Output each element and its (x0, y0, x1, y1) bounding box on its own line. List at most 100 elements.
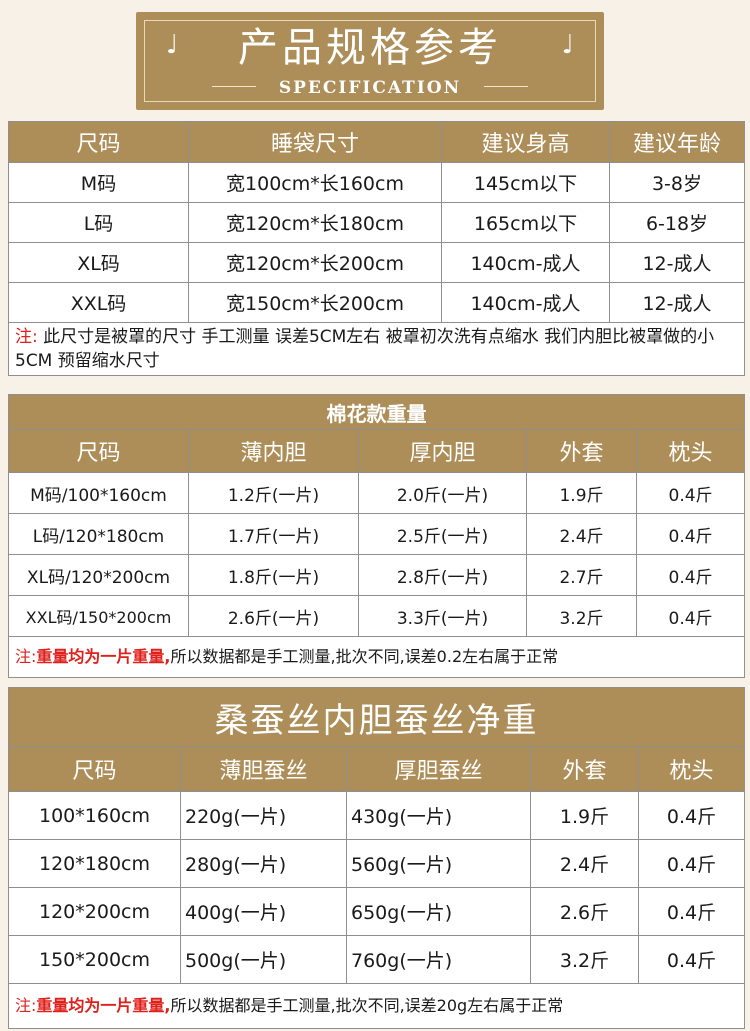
table-row: 150*200cm 500g(一片) 760g(一片) 3.2斤 0.4斤 (8, 935, 745, 984)
table-cell: 500g(一片) (180, 935, 347, 984)
table-cell: 宽100cm*长160cm (188, 162, 442, 203)
table-cell: 12-成人 (609, 282, 745, 323)
table-header-row: 尺码 睡袋尺寸 建议身高 建议年龄 (8, 121, 745, 163)
table-cell: 0.4斤 (638, 839, 745, 888)
table-cell: 3.2斤 (526, 595, 637, 637)
table-cell: M码/100*160cm (8, 472, 189, 514)
table-cell: 3.3斤(一片) (358, 595, 527, 637)
table-row: XXL码 宽150cm*长200cm 140cm-成人 12-成人 (8, 282, 745, 323)
table-cell: 165cm以下 (441, 202, 610, 243)
note-highlight: 重量均为一片重量, (36, 647, 171, 666)
table-cell: 0.4斤 (635, 513, 746, 555)
table-header-row: 尺码 薄内胆 厚内胆 外套 枕头 (8, 429, 746, 473)
table-row: 120*200cm 400g(一片) 650g(一片) 2.6斤 0.4斤 (8, 887, 745, 936)
table-caption: 桑蚕丝内胆蚕丝净重 (8, 687, 745, 747)
table-cell: 150*200cm (8, 935, 181, 984)
table-cell: 宽120cm*长180cm (188, 202, 442, 243)
table-cell: 宽120cm*长200cm (188, 242, 442, 283)
table-cell: XXL码 (8, 282, 189, 323)
header-cell: 枕头 (638, 746, 745, 792)
table-note: 注:重量均为一片重量,所以数据都是手工测量,批次不同,误差20g左右属于正常 (8, 983, 745, 1029)
note-text: 此尺寸是被罩的尺寸 手工测量 误差5CM左右 被罩初次洗有点缩水 我们内胆比被罩… (15, 327, 715, 371)
spec-banner: ♩ ♩ 产品规格参考 SPECIFICATION (136, 12, 604, 110)
table-cell: 0.4斤 (638, 791, 745, 840)
table-row: 100*160cm 220g(一片) 430g(一片) 1.9斤 0.4斤 (8, 791, 745, 840)
banner-subtitle: SPECIFICATION (278, 78, 462, 98)
table-cell: XL码 (8, 242, 189, 283)
table-caption: 棉花款重量 (7, 394, 746, 430)
table-cell: 0.4斤 (638, 935, 745, 984)
table-cell: 650g(一片) (346, 887, 531, 936)
header-cell: 厚胆蚕丝 (346, 746, 531, 792)
table-cell: 100*160cm (8, 791, 181, 840)
table-note: 注: 此尺寸是被罩的尺寸 手工测量 误差5CM左右 被罩初次洗有点缩水 我们内胆… (8, 322, 745, 376)
table-cell: 760g(一片) (346, 935, 531, 984)
table-cell: 2.0斤(一片) (358, 472, 527, 514)
table-cell: 2.6斤 (530, 887, 639, 936)
header-cell: 睡袋尺寸 (188, 121, 442, 163)
table-note-row: 注:重量均为一片重量,所以数据都是手工测量,批次不同,误差0.2左右属于正常 (7, 636, 746, 678)
table-cell: 400g(一片) (180, 887, 347, 936)
table-cell: 0.4斤 (638, 887, 745, 936)
table-cell: 2.7斤 (526, 554, 637, 596)
table-cell: M码 (8, 162, 189, 203)
header-cell: 尺码 (8, 121, 189, 163)
header-cell: 建议年龄 (609, 121, 745, 163)
music-note-icon: ♩ (166, 30, 179, 60)
table-cell: 2.6斤(一片) (188, 595, 359, 637)
header-cell: 建议身高 (441, 121, 610, 163)
table-cell: 6-18岁 (609, 202, 745, 243)
table-row: XL码/120*200cm 1.8斤(一片) 2.8斤(一片) 2.7斤 0.4… (8, 554, 746, 596)
table-row: M码/100*160cm 1.2斤(一片) 2.0斤(一片) 1.9斤 0.4斤 (8, 472, 746, 514)
divider (484, 86, 528, 87)
table-cell: 120*200cm (8, 887, 181, 936)
table-cell: 1.2斤(一片) (188, 472, 359, 514)
table-row: 120*180cm 280g(一片) 560g(一片) 2.4斤 0.4斤 (8, 839, 745, 888)
table-cell: XXL码/150*200cm (8, 595, 189, 637)
table-cell: L码/120*180cm (8, 513, 189, 555)
table-cell: 3.2斤 (530, 935, 639, 984)
table-row: M码 宽100cm*长160cm 145cm以下 3-8岁 (8, 162, 745, 203)
header-cell: 外套 (530, 746, 639, 792)
cotton-weight-table: 棉花款重量 尺码 薄内胆 厚内胆 外套 枕头 M码/100*160cm 1.2斤… (7, 394, 746, 678)
table-cell: 0.4斤 (635, 472, 746, 514)
note-highlight: 重量均为一片重量, (36, 996, 171, 1015)
table-caption-row: 棉花款重量 (7, 394, 746, 430)
table-cell: XL码/120*200cm (8, 554, 189, 596)
header-cell: 薄内胆 (188, 429, 359, 473)
table-cell: 宽150cm*长200cm (188, 282, 442, 323)
banner-title: 产品规格参考 (238, 25, 502, 71)
table-header-row: 尺码 薄胆蚕丝 厚胆蚕丝 外套 枕头 (8, 746, 745, 792)
header-cell: 外套 (526, 429, 637, 473)
note-text: 所以数据都是手工测量,批次不同,误差0.2左右属于正常 (170, 647, 559, 666)
note-label: 注: (15, 647, 37, 666)
table-row: XXL码/150*200cm 2.6斤(一片) 3.3斤(一片) 3.2斤 0.… (8, 595, 746, 637)
note-label: 注: (15, 996, 37, 1015)
table-cell: 2.4斤 (530, 839, 639, 888)
table-row: XL码 宽120cm*长200cm 140cm-成人 12-成人 (8, 242, 745, 283)
divider (212, 86, 256, 87)
music-note-icon: ♩ (561, 30, 574, 60)
table-cell: 430g(一片) (346, 791, 531, 840)
note-text: 所以数据都是手工测量,批次不同,误差20g左右属于正常 (170, 996, 564, 1015)
table-note-row: 注: 此尺寸是被罩的尺寸 手工测量 误差5CM左右 被罩初次洗有点缩水 我们内胆… (8, 322, 745, 376)
table-cell: L码 (8, 202, 189, 243)
header-cell: 枕头 (635, 429, 746, 473)
table-cell: 1.7斤(一片) (188, 513, 359, 555)
table-cell: 3-8岁 (609, 162, 745, 203)
banner-frame (144, 20, 596, 102)
table-cell: 0.4斤 (635, 595, 746, 637)
table-cell: 560g(一片) (346, 839, 531, 888)
table-cell: 140cm-成人 (441, 282, 610, 323)
table-cell: 2.8斤(一片) (358, 554, 527, 596)
table-cell: 2.4斤 (526, 513, 637, 555)
table-cell: 120*180cm (8, 839, 181, 888)
header-cell: 尺码 (8, 429, 189, 473)
header-cell: 厚内胆 (358, 429, 527, 473)
header-cell: 薄胆蚕丝 (180, 746, 347, 792)
silk-weight-table: 桑蚕丝内胆蚕丝净重 尺码 薄胆蚕丝 厚胆蚕丝 外套 枕头 100*160cm 2… (8, 687, 745, 1029)
table-row: L码 宽120cm*长180cm 165cm以下 6-18岁 (8, 202, 745, 243)
table-caption-row: 桑蚕丝内胆蚕丝净重 (8, 687, 745, 747)
header-cell: 尺码 (8, 746, 181, 792)
table-row: L码/120*180cm 1.7斤(一片) 2.5斤(一片) 2.4斤 0.4斤 (8, 513, 746, 555)
